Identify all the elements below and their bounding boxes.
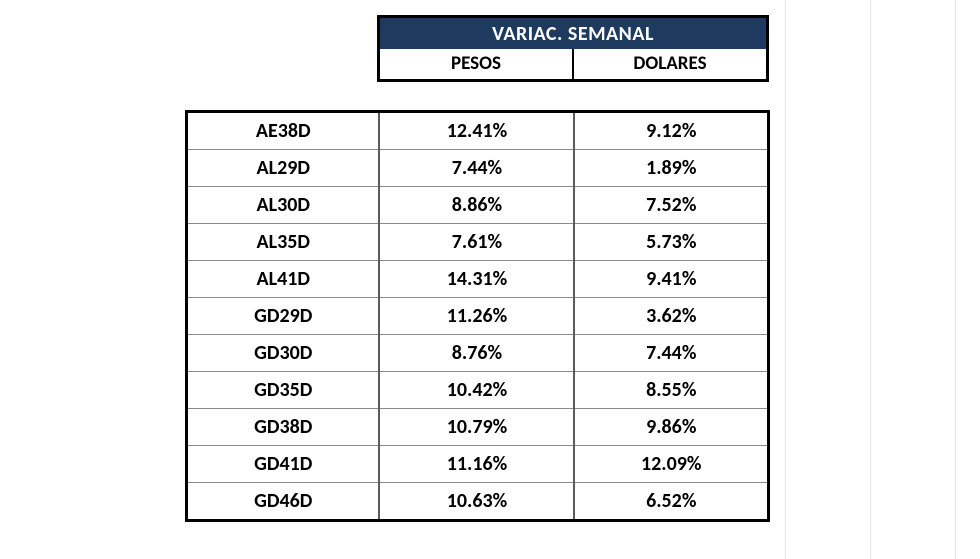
cell-dolares: 12.09% bbox=[574, 446, 768, 483]
table-row: AL35D7.61%5.73% bbox=[187, 224, 769, 261]
cell-pesos: 12.41% bbox=[379, 112, 574, 150]
cell-pesos: 7.44% bbox=[379, 150, 574, 187]
cell-label: AL35D bbox=[187, 224, 380, 261]
cell-label: AL30D bbox=[187, 187, 380, 224]
cell-dolares: 8.55% bbox=[574, 372, 768, 409]
cell-dolares: 9.86% bbox=[574, 409, 768, 446]
cell-label: AL41D bbox=[187, 261, 380, 298]
cell-label: GD41D bbox=[187, 446, 380, 483]
table-row: GD30D8.76%7.44% bbox=[187, 335, 769, 372]
table-row: GD35D10.42%8.55% bbox=[187, 372, 769, 409]
cell-dolares: 3.62% bbox=[574, 298, 768, 335]
header-block: VARIAC. SEMANAL PESOS DOLARES bbox=[377, 15, 769, 82]
table-row: AL29D7.44%1.89% bbox=[187, 150, 769, 187]
cell-label: AE38D bbox=[187, 112, 380, 150]
header-col-pesos: PESOS bbox=[380, 49, 572, 79]
table-row: GD29D11.26%3.62% bbox=[187, 298, 769, 335]
cell-pesos: 11.16% bbox=[379, 446, 574, 483]
header-sub-row: PESOS DOLARES bbox=[380, 49, 766, 79]
cell-pesos: 10.42% bbox=[379, 372, 574, 409]
cell-label: GD29D bbox=[187, 298, 380, 335]
cell-dolares: 1.89% bbox=[574, 150, 768, 187]
cell-pesos: 8.76% bbox=[379, 335, 574, 372]
header-title: VARIAC. SEMANAL bbox=[380, 18, 766, 49]
cell-label: GD30D bbox=[187, 335, 380, 372]
table-row: AL30D8.86%7.52% bbox=[187, 187, 769, 224]
cell-dolares: 9.41% bbox=[574, 261, 768, 298]
gridline-v bbox=[955, 0, 956, 559]
table-row: GD38D10.79%9.86% bbox=[187, 409, 769, 446]
cell-pesos: 11.26% bbox=[379, 298, 574, 335]
cell-pesos: 8.86% bbox=[379, 187, 574, 224]
table-row: AL41D14.31%9.41% bbox=[187, 261, 769, 298]
cell-pesos: 14.31% bbox=[379, 261, 574, 298]
cell-label: GD46D bbox=[187, 483, 380, 521]
table-row: GD46D10.63%6.52% bbox=[187, 483, 769, 521]
gridline-v bbox=[785, 0, 786, 559]
cell-dolares: 9.12% bbox=[574, 112, 768, 150]
cell-dolares: 7.44% bbox=[574, 335, 768, 372]
cell-label: GD35D bbox=[187, 372, 380, 409]
cell-dolares: 5.73% bbox=[574, 224, 768, 261]
cell-pesos: 7.61% bbox=[379, 224, 574, 261]
cell-dolares: 7.52% bbox=[574, 187, 768, 224]
table-region: VARIAC. SEMANAL PESOS DOLARES AE38D12.41… bbox=[185, 15, 770, 522]
cell-pesos: 10.63% bbox=[379, 483, 574, 521]
gridline-v bbox=[870, 0, 871, 559]
spreadsheet-canvas: VARIAC. SEMANAL PESOS DOLARES AE38D12.41… bbox=[0, 0, 980, 559]
cell-pesos: 10.79% bbox=[379, 409, 574, 446]
header-col-dolares: DOLARES bbox=[572, 49, 766, 79]
table-row: GD41D11.16%12.09% bbox=[187, 446, 769, 483]
cell-label: GD38D bbox=[187, 409, 380, 446]
data-table: AE38D12.41%9.12%AL29D7.44%1.89%AL30D8.86… bbox=[185, 110, 770, 522]
cell-dolares: 6.52% bbox=[574, 483, 768, 521]
table-row: AE38D12.41%9.12% bbox=[187, 112, 769, 150]
cell-label: AL29D bbox=[187, 150, 380, 187]
